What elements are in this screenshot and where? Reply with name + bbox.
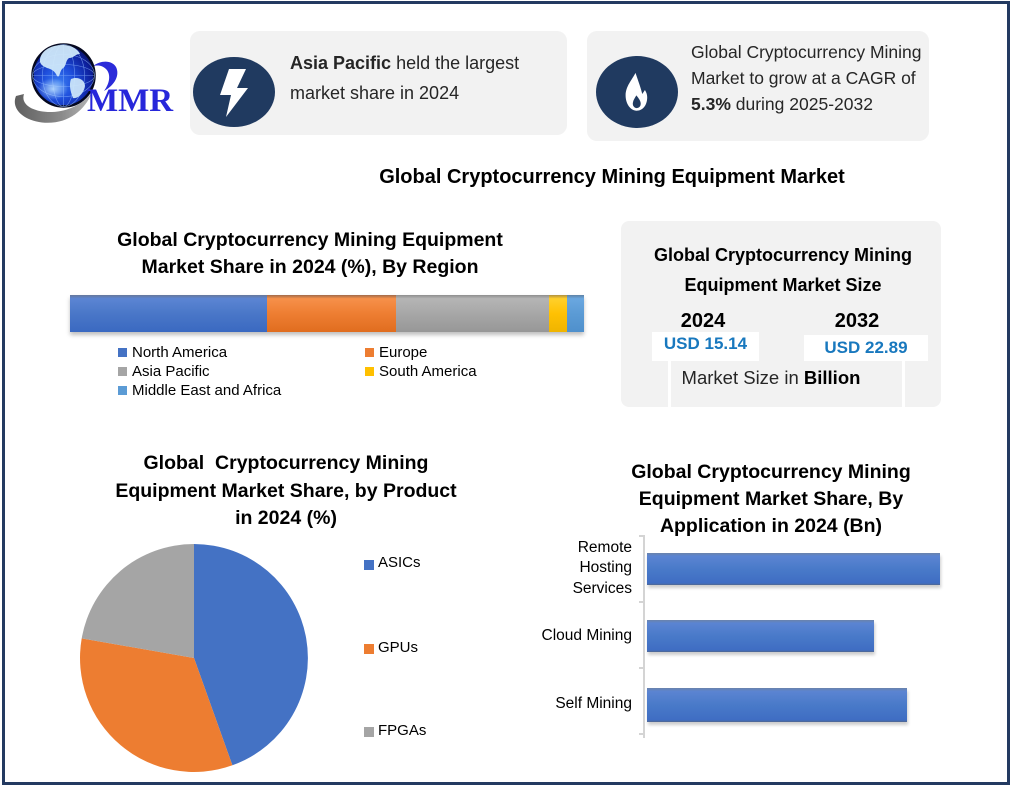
svg-text:MMR: MMR: [87, 83, 174, 119]
